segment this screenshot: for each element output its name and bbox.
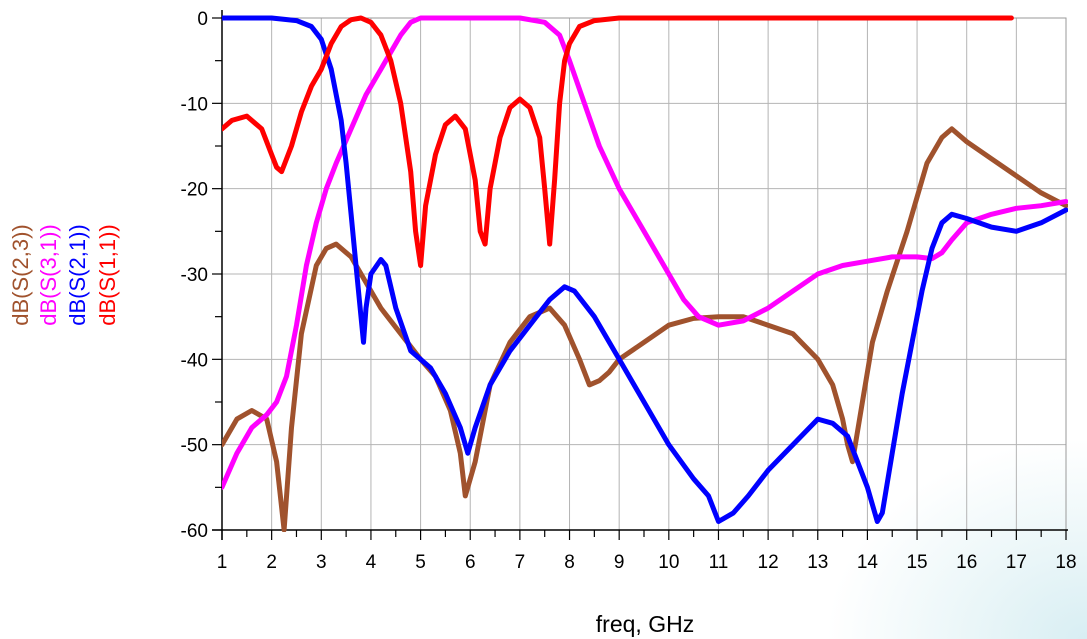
x-tick-label: 4: [366, 552, 377, 573]
x-tick-label: 9: [614, 552, 625, 573]
legend: dB(S(2,3)) dB(S(3,1)) dB(S(2,1)) dB(S(1,1)): [8, 224, 120, 325]
x-tick-label: 12: [758, 552, 779, 573]
y-tick-label: -10: [181, 94, 208, 115]
x-axis-ticks: 1 2 3 4 5 6 7 8 9 10 11 12 13 14 15 16 17 18: [217, 530, 1077, 573]
legend-entry: dB(S(1,1)): [95, 224, 120, 325]
x-tick-label: 6: [465, 552, 476, 573]
x-tick-label: 13: [807, 552, 828, 573]
series-line-dbs23: [222, 126, 1068, 532]
y-tick-label: -30: [181, 265, 208, 286]
legend-entry: dB(S(2,3)): [8, 224, 33, 325]
x-tick-label: 5: [415, 552, 426, 573]
x-tick-label: 10: [658, 552, 679, 573]
y-tick-label: 0: [197, 9, 208, 30]
x-tick-label: 15: [906, 552, 927, 573]
series-lines: [222, 15, 1068, 532]
y-tick-label: -50: [181, 436, 208, 457]
y-tick-label: -60: [181, 521, 208, 542]
x-tick-label: 17: [1006, 552, 1027, 573]
legend-entry: dB(S(3,1)): [36, 224, 61, 325]
y-tick-label: -40: [181, 350, 208, 371]
x-tick-label: 3: [316, 552, 327, 573]
x-tick-label: 16: [956, 552, 977, 573]
grid: [221, 17, 1067, 531]
y-tick-label: -20: [181, 180, 208, 201]
x-tick-label: 18: [1055, 552, 1076, 573]
x-tick-label: 8: [564, 552, 575, 573]
series-line-dbs11: [222, 15, 1014, 268]
plot-frame: [212, 10, 1068, 540]
x-tick-label: 14: [857, 552, 879, 573]
x-tick-label: 11: [709, 552, 729, 573]
x-tick-label: 7: [515, 552, 526, 573]
x-tick-label: 1: [217, 552, 228, 573]
x-axis-title: freq, GHz: [596, 611, 694, 637]
y-axis-ticks: 0 -10 -20 -30 -40 -50 -60: [181, 9, 222, 542]
series-line-dbs21: [222, 15, 1068, 524]
x-tick-label: 2: [266, 552, 277, 573]
series-line-dbs31: [222, 15, 1068, 490]
legend-entry: dB(S(2,1)): [65, 224, 90, 325]
